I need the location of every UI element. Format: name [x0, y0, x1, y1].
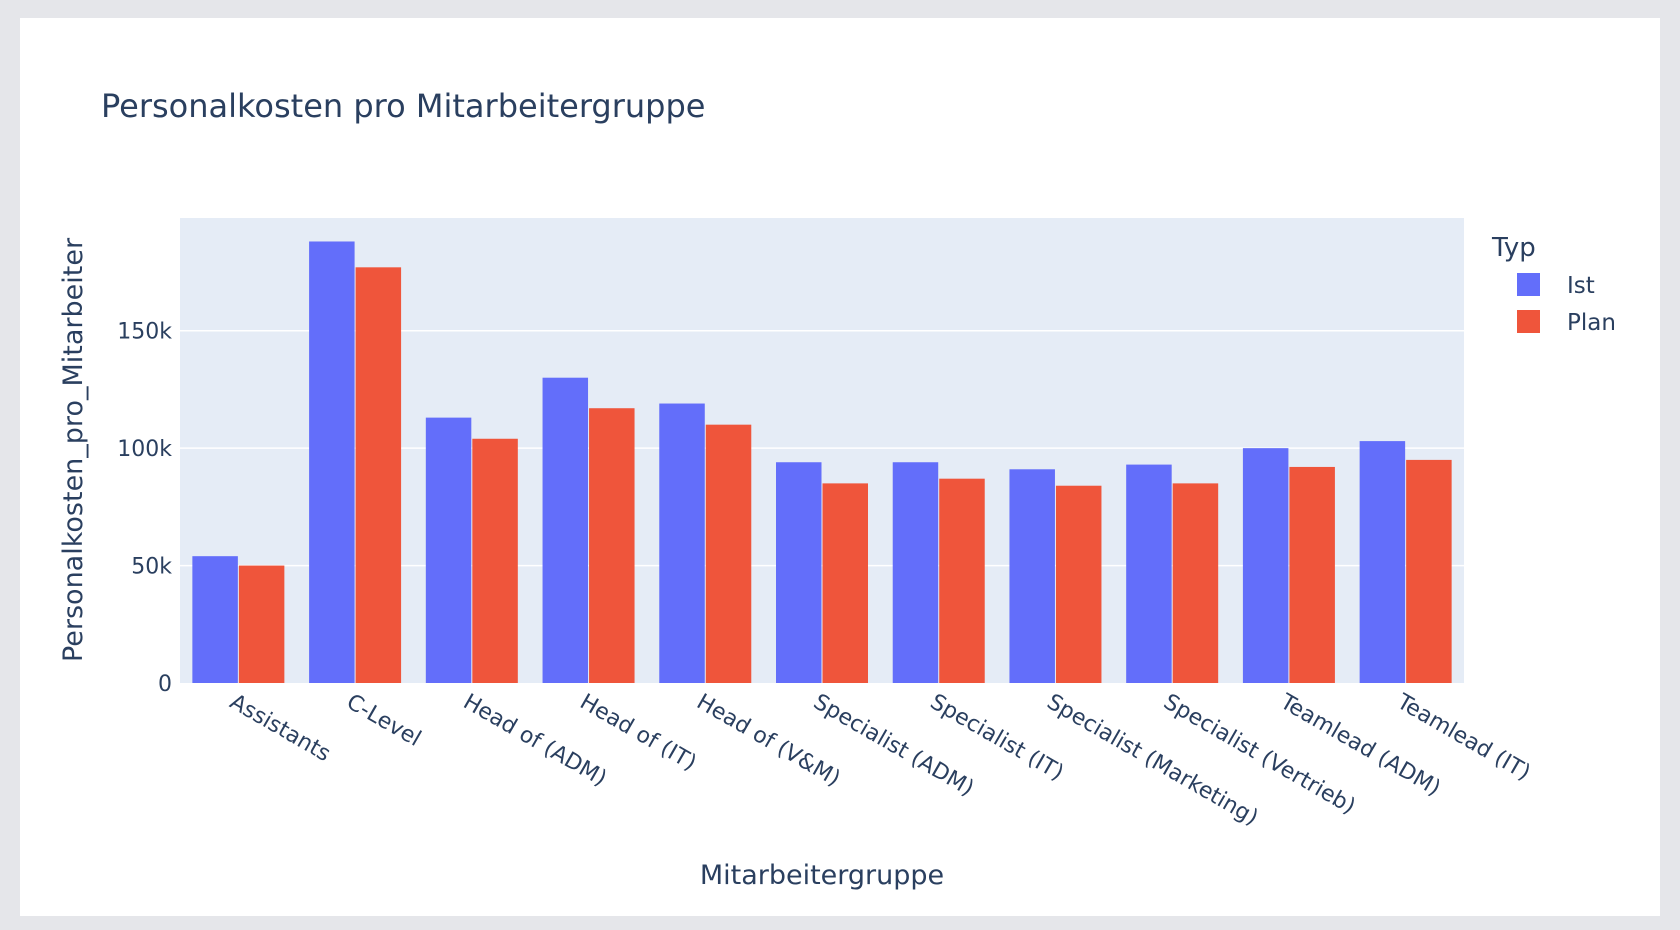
legend-title: Typ	[1491, 233, 1536, 263]
chart-card: Personalkosten pro Mitarbeitergruppe 0 50…	[20, 18, 1660, 916]
x-axis-title: Mitarbeitergruppe	[700, 860, 944, 891]
bar-plan[interactable]	[1172, 483, 1219, 683]
y-tick-label: 150k	[117, 320, 172, 345]
bar-ist[interactable]	[192, 556, 238, 683]
bar-plan[interactable]	[1289, 466, 1335, 683]
bar-plan[interactable]	[238, 565, 285, 683]
x-tick-label: Specialist (Vertrieb)	[1159, 690, 1359, 820]
legend-swatch-plan	[1517, 310, 1540, 333]
bar-ist[interactable]	[309, 241, 355, 683]
bar-ist[interactable]	[1009, 469, 1055, 683]
x-axis-ticks: Assistants C-Level Head of (ADM)Head of (I…	[225, 689, 1534, 831]
bar-plan[interactable]	[1406, 459, 1452, 683]
chart-title: Personalkosten pro Mitarbeitergruppe	[101, 87, 705, 125]
y-axis-title: Personalkosten_pro_Mitarbeiter	[58, 237, 89, 662]
bar-ist[interactable]	[1242, 448, 1289, 683]
y-tick-label: 50k	[131, 555, 172, 580]
bar-plan[interactable]	[822, 483, 869, 683]
bar-chart: Personalkosten pro Mitarbeitergruppe 0 50…	[58, 87, 1616, 891]
legend: Typ Ist Plan	[1491, 233, 1616, 336]
legend-item-plan[interactable]: Plan	[1517, 310, 1616, 336]
x-tick-label: Specialist (Marketing)	[1042, 690, 1262, 831]
x-tick-label: Assistants	[225, 690, 334, 767]
bar-plan[interactable]	[705, 424, 752, 683]
y-tick-label: 0	[158, 672, 172, 697]
bar-plan[interactable]	[472, 438, 518, 683]
legend-label-ist: Ist	[1567, 273, 1595, 299]
x-tick-label: C-Level	[342, 690, 425, 752]
bar-ist[interactable]	[542, 377, 589, 683]
legend-item-ist[interactable]: Ist	[1517, 273, 1595, 299]
bar-ist[interactable]	[1359, 441, 1406, 683]
legend-label-plan: Plan	[1567, 310, 1616, 336]
legend-swatch-ist	[1517, 273, 1540, 296]
bar-plan[interactable]	[355, 267, 402, 683]
y-axis-ticks: 0 50k 100k 150k	[117, 320, 172, 697]
bar-ist[interactable]	[892, 462, 939, 683]
bar-ist[interactable]	[659, 403, 705, 683]
y-tick-label: 100k	[117, 437, 172, 462]
bar-ist[interactable]	[1126, 464, 1172, 683]
bar-plan[interactable]	[939, 478, 985, 683]
bars	[192, 241, 1452, 683]
bar-plan[interactable]	[589, 408, 635, 683]
bar-plan[interactable]	[1055, 485, 1102, 683]
bar-ist[interactable]	[776, 462, 822, 683]
bar-ist[interactable]	[425, 417, 472, 683]
